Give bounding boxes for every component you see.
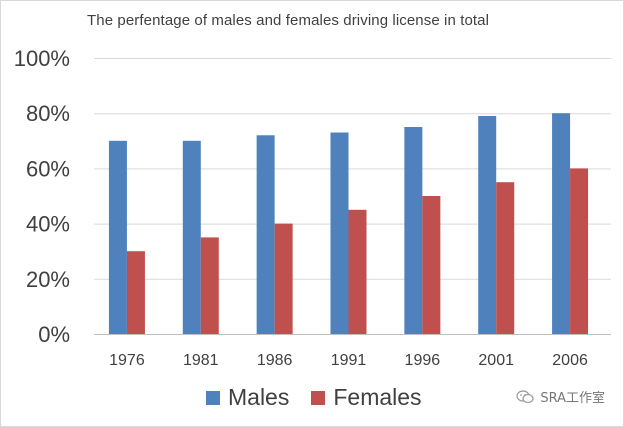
females-bar: [496, 182, 515, 334]
x-tick-label: 1981: [183, 352, 219, 369]
legend-swatch: [311, 390, 326, 405]
legend-item-females: Females: [311, 384, 422, 411]
females-bar: [274, 223, 293, 334]
y-axis-tick-labels: 0% 20% 40% 60% 80% 100%: [14, 46, 70, 347]
legend-label: Females: [333, 384, 422, 410]
legend: Males Females: [206, 384, 444, 411]
watermark: SRA工作室: [516, 387, 605, 406]
y-tick-label: 40%: [26, 212, 70, 237]
legend-swatch: [206, 390, 220, 405]
y-tick-label: 60%: [26, 156, 70, 181]
males-bar: [256, 135, 275, 334]
bars: [108, 113, 589, 335]
x-tick-label: 1996: [405, 352, 441, 369]
x-tick-label: 2001: [478, 352, 514, 369]
legend-label: Males: [228, 384, 290, 410]
y-tick-label: 20%: [26, 267, 70, 292]
males-bar: [330, 132, 349, 334]
males-bar: [182, 140, 201, 334]
x-tick-label: 2006: [552, 352, 588, 369]
watermark-text: SRA工作室: [540, 391, 605, 406]
females-bar: [348, 209, 367, 334]
chart-title: The perfentage of males and females driv…: [87, 12, 490, 29]
wechat-icon: [516, 389, 534, 403]
x-axis-tick-labels: 1976 1981 1986 1991 1996 2001 2006: [109, 352, 588, 369]
males-bar: [478, 115, 497, 335]
x-tick-label: 1976: [109, 352, 145, 369]
y-tick-label: 0%: [38, 322, 70, 347]
females-bar: [570, 168, 589, 334]
x-tick-label: 1991: [331, 352, 367, 369]
legend-item-males: Males: [206, 384, 289, 411]
males-bar: [108, 140, 127, 334]
males-bar: [404, 127, 423, 334]
x-tick-label: 1986: [257, 352, 293, 369]
females-bar: [200, 237, 219, 334]
females-bar: [422, 196, 441, 334]
males-bar: [552, 113, 571, 334]
y-tick-label: 80%: [26, 101, 70, 126]
y-tick-label: 100%: [14, 46, 70, 71]
females-bar: [126, 251, 145, 334]
